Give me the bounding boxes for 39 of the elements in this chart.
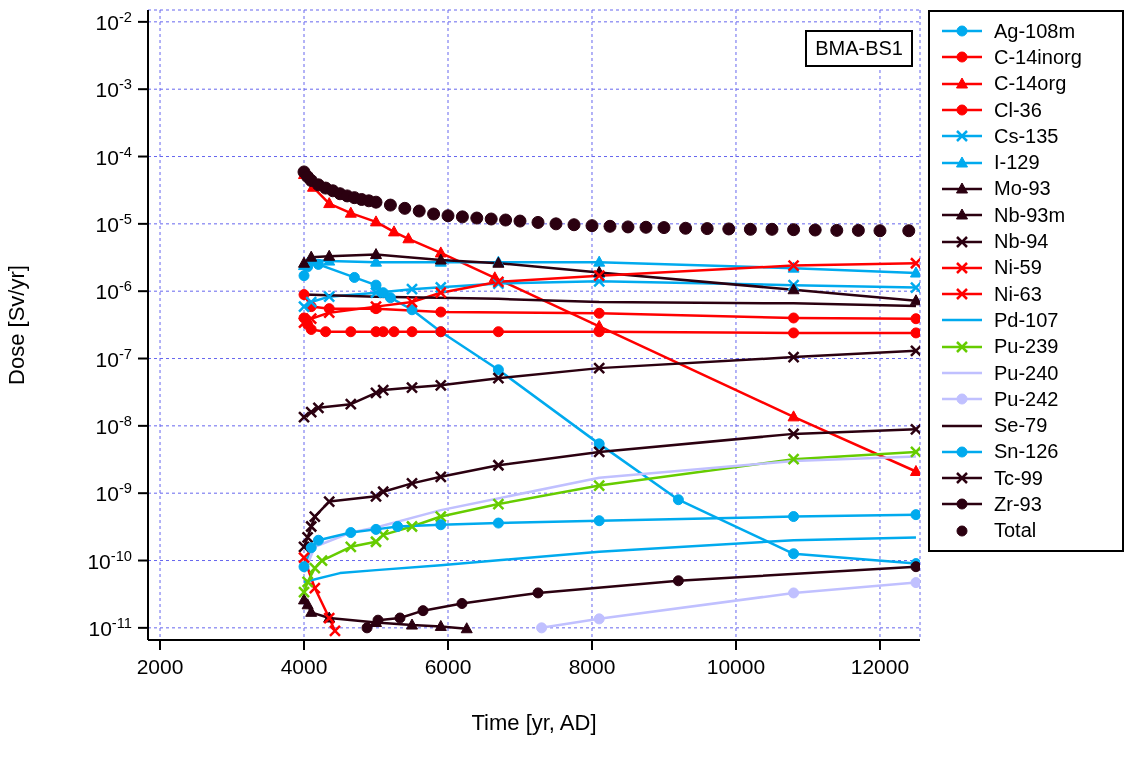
y-tick-label: 10$^{-10}$	[87, 547, 132, 573]
legend-label: Total	[994, 519, 1037, 543]
legend-label: Cl-36	[994, 98, 1042, 122]
legend-label: Pu-242	[994, 387, 1059, 411]
legend-label: Zr-93	[994, 492, 1042, 516]
x-tick-label: 8000	[568, 655, 616, 678]
x-tick-label: 10000	[706, 655, 766, 678]
legend-label: I-129	[994, 151, 1040, 175]
legend-label: Ni-59	[994, 256, 1042, 280]
legend-label: Mo-93	[994, 177, 1051, 201]
legend-label: Nb-94	[994, 230, 1049, 254]
annotation: BMA-BS1	[805, 30, 913, 67]
legend-label: C-14inorg	[994, 45, 1082, 69]
legend-label: Sn-126	[994, 440, 1059, 464]
x-tick-label: 2000	[136, 655, 184, 678]
x-tick-label: 12000	[850, 655, 910, 678]
legend-label: Pu-239	[994, 335, 1059, 359]
y-tick-label: 10$^{-8}$	[95, 412, 132, 438]
y-tick-label: 10$^{-2}$	[95, 8, 132, 34]
x-tick-label: 4000	[280, 655, 328, 678]
y-tick-label: 10$^{-4}$	[95, 143, 132, 169]
legend-label: Cs-135	[994, 124, 1059, 148]
x-axis-title: Time [yr, AD]	[471, 710, 597, 735]
legend-label: C-14org	[994, 72, 1067, 96]
y-tick-label: 10$^{-11}$	[88, 614, 132, 640]
legend-label: Ag-108m	[994, 19, 1076, 43]
legend-label: Se-79	[994, 414, 1048, 438]
legend-label: Pu-240	[994, 361, 1059, 385]
y-axis-title: Dose [Sv/yr]	[3, 265, 29, 385]
y-tick-label: 10$^{-9}$	[95, 480, 132, 506]
y-tick-label: 10$^{-3}$	[95, 76, 132, 102]
legend-label: Pd-107	[994, 308, 1059, 332]
legend-label: Nb-93m	[994, 203, 1066, 227]
y-tick-label: 10$^{-6}$	[95, 278, 132, 304]
x-tick-label: 6000	[424, 655, 472, 678]
legend-label: Ni-63	[994, 282, 1042, 306]
legend-label: Tc-99	[994, 466, 1043, 490]
y-tick-label: 10$^{-7}$	[95, 345, 132, 371]
y-tick-label: 10$^{-5}$	[95, 210, 132, 236]
